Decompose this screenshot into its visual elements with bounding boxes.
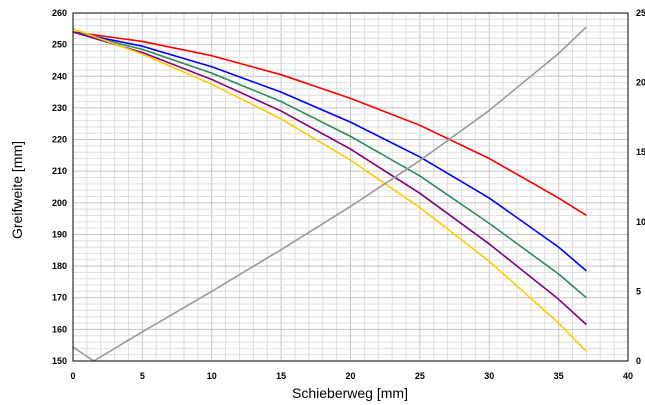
series-lines (72, 26, 587, 362)
y-tick-label: 190 (52, 229, 67, 239)
x-tick-label: 25 (415, 371, 425, 381)
x-axis-label: Schieberweg [mm] (292, 385, 408, 401)
plot-frame (72, 12, 629, 362)
tick-labels: 0 5 10 15 20 25 30 35 40150160170180190200210220… (52, 8, 645, 381)
y-tick-label: 240 (52, 71, 67, 81)
series-line-6 (72, 26, 587, 362)
x-tick-label: 15 (276, 371, 286, 381)
y2-tick-label: 25 (636, 8, 645, 18)
x-tick-label: 40 (623, 371, 633, 381)
y-tick-label: 210 (52, 166, 67, 176)
y-tick-label: 230 (52, 103, 67, 113)
plot-area-border (72, 12, 629, 362)
x-tick-label: 35 (554, 371, 564, 381)
y-tick-label: 220 (52, 135, 67, 145)
y-tick-label: 200 (52, 198, 67, 208)
y-tick-label: 150 (52, 356, 67, 366)
series-line-4 (72, 31, 587, 326)
series-line-3 (72, 31, 587, 299)
y-tick-label: 160 (52, 324, 67, 334)
y-tick-label: 170 (52, 293, 67, 303)
x-tick-label: 20 (345, 371, 355, 381)
y2-tick-label: 15 (636, 147, 645, 157)
series-line-5 (72, 28, 587, 353)
x-tick-label: 10 (207, 371, 217, 381)
y-tick-label: 260 (52, 8, 67, 18)
x-tick-label: 30 (484, 371, 494, 381)
x-tick-label: 5 (140, 371, 145, 381)
y2-tick-label: 10 (636, 217, 645, 227)
y2-tick-label: 5 (636, 286, 641, 296)
y-tick-label: 250 (52, 40, 67, 50)
y-axis-label: Greifweite [mm] (9, 141, 25, 239)
y2-tick-label: 0 (636, 356, 641, 366)
series-line-1 (72, 31, 587, 217)
x-tick-label: 0 (70, 371, 75, 381)
series-line-2 (72, 31, 587, 272)
y-tick-label: 180 (52, 261, 67, 271)
y2-tick-label: 20 (636, 78, 645, 88)
